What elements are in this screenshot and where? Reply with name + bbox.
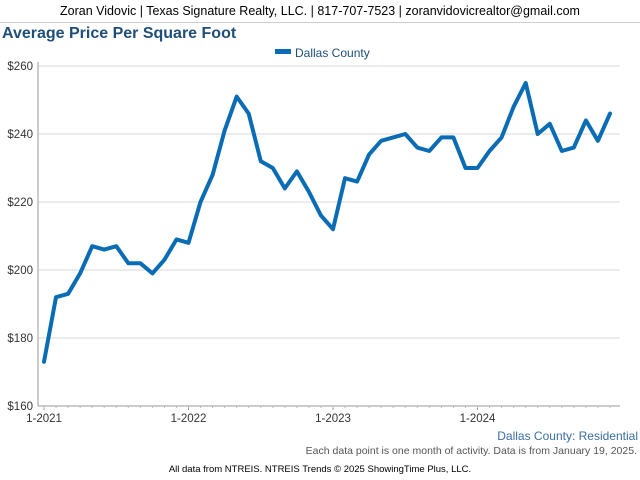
axes xyxy=(37,62,620,410)
contact-header: Zoran Vidovic | Texas Signature Realty, … xyxy=(0,0,640,23)
y-tick-label: $220 xyxy=(7,197,33,209)
y-tick-label: $180 xyxy=(7,333,33,345)
legend-label: Dallas County xyxy=(295,46,370,60)
source-footer: All data from NTREIS. NTREIS Trends © 20… xyxy=(168,464,472,475)
grid-lines xyxy=(38,65,620,339)
y-tick-label: $260 xyxy=(7,61,33,73)
x-tick-label: 1-2024 xyxy=(460,413,496,425)
y-tick-label: $200 xyxy=(7,265,33,277)
y-tick-label: $160 xyxy=(7,401,33,413)
region-label: Dallas County: Residential xyxy=(497,429,638,443)
series-line-dallas-county xyxy=(42,81,612,364)
x-tick-label: 1-2021 xyxy=(26,413,62,425)
data-note: Each data point is one month of activity… xyxy=(305,445,637,457)
contact-line: Zoran Vidovic | Texas Signature Realty, … xyxy=(60,4,580,18)
legend-swatch xyxy=(275,49,291,54)
series-layer xyxy=(42,81,612,364)
y-tick-label: $240 xyxy=(7,129,33,141)
x-tick-label: 1-2022 xyxy=(171,413,207,425)
tick-labels: $160 $180 $200 $220 $240 $260 1-2021 1-2022 1-20… xyxy=(7,61,496,425)
x-tick-label: 1-2023 xyxy=(315,413,351,425)
legend: Dallas County xyxy=(275,46,370,60)
chart-title: Average Price Per Square Foot xyxy=(2,25,237,42)
